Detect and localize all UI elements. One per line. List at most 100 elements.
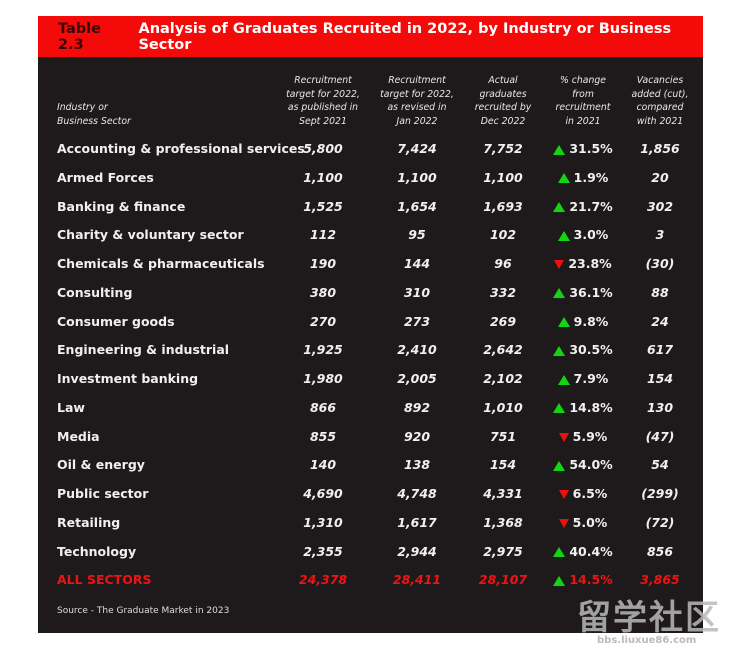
actual-recruited: 269 (489, 313, 517, 329)
percent-change-value: 14.8% (569, 399, 613, 415)
triangle-down-icon (558, 432, 569, 442)
vacancies-change: 3,865 (640, 572, 680, 588)
target-sept-2021: 24,378 (298, 572, 348, 588)
vacancies-change: 24 (651, 313, 669, 329)
table-row: Consumer goods 270 273 269 9.8% 24 (38, 309, 703, 335)
vacancies-change: 54 (651, 457, 669, 473)
sector-name: Banking & finance (57, 198, 186, 214)
target-sept-2021: 855 (309, 428, 337, 444)
table-number: Table 2.3 (58, 20, 101, 53)
table-row: Media 855 920 751 5.9% (47) (38, 424, 703, 450)
vacancies-change: 617 (646, 342, 674, 358)
target-jan-2022: 138 (403, 457, 431, 473)
sector-name: Public sector (57, 486, 149, 501)
target-sept-2021: 1,525 (303, 198, 343, 214)
table-row: Law 866 892 1,010 14.8% 130 (38, 395, 703, 421)
table-row: Technology 2,355 2,944 2,975 40.4% 856 (38, 539, 703, 565)
percent-change-value: 30.5% (569, 342, 613, 358)
sector-name: Engineering & industrial (57, 342, 230, 358)
actual-recruited: 1,693 (483, 198, 523, 214)
watermark-logo: 留学社区 (577, 598, 721, 638)
table-row: Chemicals & pharmaceuticals 190 144 96 23.8%… (38, 251, 703, 277)
target-sept-2021: 1,925 (303, 342, 343, 358)
target-jan-2022: 2,005 (397, 371, 437, 386)
sector-name: Consulting (57, 284, 133, 300)
table-row: Consulting 380 310 332 36.1% 88 (38, 280, 703, 306)
percent-change-value: 5.9% (572, 428, 608, 444)
percent-change-value: 40.4% (569, 543, 613, 559)
percent-change: 30.5% (543, 337, 623, 363)
triangle-up-icon (553, 460, 566, 471)
actual-recruited: 751 (489, 428, 517, 444)
sector-name: Charity & voluntary sector (57, 227, 244, 243)
sector-name: Oil & energy (57, 457, 145, 473)
target-sept-2021: 5,800 (303, 141, 343, 156)
percent-change-value: 14.5% (569, 572, 613, 588)
table-row: Oil & energy 140 138 154 54.0% 54 (38, 452, 703, 478)
triangle-up-icon (557, 230, 570, 241)
target-sept-2021: 1,310 (303, 514, 343, 530)
target-jan-2022: 1,617 (397, 514, 437, 530)
percent-change: 6.5% (543, 481, 623, 507)
actual-recruited: 154 (489, 457, 517, 473)
column-header-sector: Industry or Business Sector (57, 102, 131, 127)
triangle-up-icon (553, 575, 566, 586)
target-jan-2022: 310 (403, 284, 431, 300)
triangle-up-icon (557, 173, 570, 184)
table-title-bar: Table 2.3 Analysis of Graduates Recruite… (38, 16, 703, 57)
actual-recruited: 332 (489, 284, 517, 300)
triangle-up-icon (553, 144, 566, 155)
target-jan-2022: 2,944 (397, 543, 437, 559)
vacancies-change: 1,856 (640, 141, 680, 156)
actual-recruited: 1,368 (483, 514, 523, 530)
table-panel: Table 2.3 Analysis of Graduates Recruite… (38, 16, 703, 633)
target-sept-2021: 4,690 (303, 486, 343, 501)
table-row: Armed Forces 1,100 1,100 1,100 1.9% 20 (38, 165, 703, 191)
triangle-up-icon (553, 547, 566, 557)
percent-change: 21.7% (543, 194, 623, 220)
triangle-up-icon (553, 403, 566, 414)
percent-change: 40.4% (543, 539, 623, 565)
vacancies-change: 302 (646, 198, 674, 214)
watermark-url: bbs.liuxue86.com (597, 635, 697, 646)
vacancies-change: 154 (646, 371, 674, 386)
table-row: Banking & finance 1,525 1,654 1,693 21.7% 302 (38, 194, 703, 220)
sector-name: Armed Forces (57, 169, 154, 185)
percent-change: 5.9% (543, 424, 623, 450)
vacancies-change: 3 (655, 227, 665, 243)
triangle-down-icon (554, 260, 565, 269)
table-row: Investment banking 1,980 2,005 2,102 7.9% 154 (38, 366, 703, 392)
sector-name: Investment banking (57, 371, 199, 386)
sector-name: Consumer goods (57, 313, 175, 329)
percent-change: 36.1% (543, 280, 623, 306)
sector-name: Chemicals & pharmaceuticals (57, 256, 265, 271)
percent-change: 23.8% (543, 251, 623, 277)
sector-name: Media (57, 428, 100, 444)
percent-change: 14.8% (543, 395, 623, 421)
sector-name: Retailing (57, 514, 121, 530)
triangle-up-icon (553, 288, 566, 299)
percent-change-value: 54.0% (569, 457, 613, 473)
percent-change-value: 7.9% (573, 371, 609, 386)
target-jan-2022: 28,411 (392, 572, 442, 588)
actual-recruited: 102 (489, 227, 517, 243)
actual-recruited: 28,107 (478, 572, 528, 588)
vacancies-change: (47) (645, 428, 675, 444)
triangle-up-icon (557, 317, 570, 327)
table-row: Engineering & industrial 1,925 2,410 2,642 3… (38, 337, 703, 363)
actual-recruited: 4,331 (483, 486, 523, 501)
source-note: Source - The Graduate Market in 2023 (57, 606, 230, 616)
target-jan-2022: 2,410 (397, 342, 437, 358)
triangle-down-icon (558, 518, 569, 528)
vacancies-change: 856 (646, 543, 674, 559)
triangle-up-icon (553, 202, 566, 212)
percent-change-value: 31.5% (569, 141, 613, 156)
target-jan-2022: 920 (403, 428, 431, 444)
percent-change-value: 9.8% (573, 313, 609, 329)
actual-recruited: 7,752 (483, 141, 523, 156)
percent-change: 1.9% (543, 165, 623, 191)
vacancies-change: 20 (651, 169, 669, 185)
triangle-down-icon (558, 490, 569, 499)
target-sept-2021: 140 (309, 457, 337, 473)
vacancies-change: (299) (641, 486, 679, 501)
